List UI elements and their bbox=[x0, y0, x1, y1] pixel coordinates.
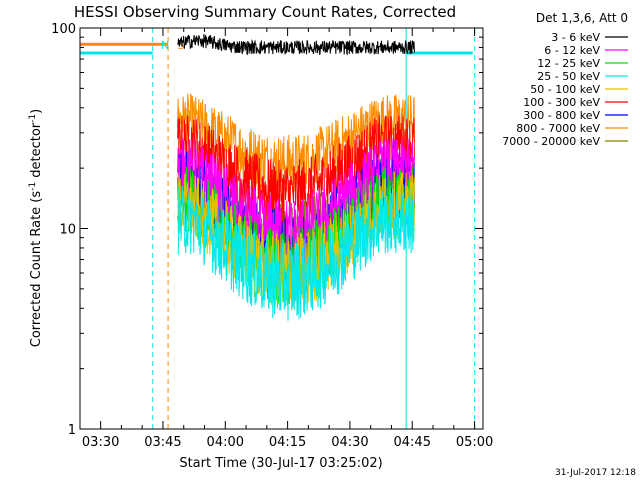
annotation-s: S bbox=[178, 39, 185, 52]
legend-label: 7000 - 20000 keV bbox=[502, 135, 600, 148]
legend-label: 12 - 25 keV bbox=[537, 57, 600, 70]
x-tick-label: 04:00 bbox=[207, 435, 244, 450]
chart-title: HESSI Observing Summary Count Rates, Cor… bbox=[74, 3, 456, 21]
legend-label: 6 - 12 keV bbox=[544, 44, 600, 57]
series-line-0 bbox=[177, 33, 415, 56]
legend-label: 800 - 7000 keV bbox=[516, 122, 600, 135]
x-tick-label: 05:00 bbox=[456, 435, 493, 450]
x-tick-label: 04:45 bbox=[394, 435, 431, 450]
y-axis-label-mid: detector bbox=[29, 122, 44, 182]
legend-label: 300 - 800 keV bbox=[523, 109, 600, 122]
x-axis-label: Start Time (30-Jul-17 03:25:02) bbox=[179, 456, 382, 471]
y-axis-label-main: Corrected Count Rate (s bbox=[29, 191, 44, 348]
legend-label: 100 - 300 keV bbox=[523, 96, 600, 109]
y-axis-label-sup1: -1 bbox=[28, 182, 38, 191]
legend-label: 50 - 100 keV bbox=[530, 83, 600, 96]
legend-title: Det 1,3,6, Att 0 bbox=[536, 11, 628, 25]
series-line-3 bbox=[177, 185, 415, 321]
x-tick-label: 04:30 bbox=[331, 435, 368, 450]
x-tick-label: 03:45 bbox=[144, 435, 181, 450]
y-axis-label: Corrected Count Rate (s-1 detector-1) bbox=[28, 109, 44, 347]
x-tick-label: 04:15 bbox=[269, 435, 306, 450]
y-tick-label: 1 bbox=[68, 423, 76, 438]
y-axis-label-sup2: -1 bbox=[28, 114, 38, 123]
y-tick-label: 100 bbox=[51, 22, 76, 37]
y-tick-label: 10 bbox=[59, 223, 76, 238]
legend-label: 3 - 6 keV bbox=[551, 31, 600, 44]
legend-label: 25 - 50 keV bbox=[537, 70, 600, 83]
x-tick-label: 03:30 bbox=[82, 435, 119, 450]
series-line-5 bbox=[177, 114, 415, 226]
axes: 03:30 03:45 04:00 04:15 04:30 04:45 05:00 1 10 10… bbox=[51, 22, 493, 450]
y-axis-label-end: ) bbox=[29, 109, 44, 114]
timestamp: 31-Jul-2017 12:18 bbox=[555, 468, 636, 478]
annotation-n: N bbox=[161, 39, 169, 52]
